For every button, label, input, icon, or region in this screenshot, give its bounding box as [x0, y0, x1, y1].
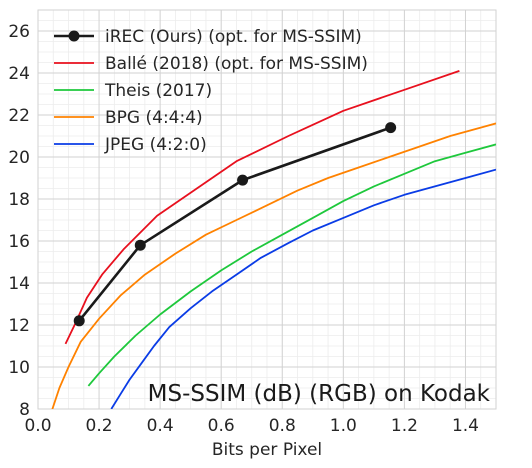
- x-tick-label: 1.0: [330, 416, 357, 436]
- legend-entry: BPG (4:4:4): [54, 108, 203, 128]
- y-tick-label: 22: [8, 106, 30, 126]
- legend-marker: [68, 30, 80, 42]
- x-tick-label: 0.0: [24, 416, 51, 436]
- legend-entry: iREC (Ours) (opt. for MS-SSIM): [54, 27, 362, 47]
- legend-entry: Theis (2017): [54, 81, 212, 101]
- series-line-theis-2017: [87, 143, 496, 387]
- x-tick-label: 0.4: [147, 416, 174, 436]
- series-line-ball-2018-opt-for-ms-ssim: [64, 70, 460, 345]
- x-tick-label: 0.6: [208, 416, 235, 436]
- major-grid: [37, 9, 497, 410]
- series-layer: [51, 70, 496, 409]
- x-axis-label: Bits per Pixel: [212, 440, 322, 460]
- y-tick-label: 10: [8, 358, 30, 378]
- legend-label: BPG (4:4:4): [105, 108, 203, 128]
- y-tick-label: 16: [8, 232, 30, 252]
- legend-label: Ballé (2018) (opt. for MS-SSIM): [105, 54, 368, 74]
- data-point-marker: [237, 174, 249, 186]
- y-tick-label: 14: [8, 274, 30, 294]
- legend-entry: JPEG (4:2:0): [54, 135, 207, 155]
- legend-label: Theis (2017): [104, 81, 212, 101]
- y-tick-label: 24: [8, 64, 30, 84]
- x-tick-label: 1.4: [452, 416, 479, 436]
- x-tick-label: 0.8: [269, 416, 296, 436]
- x-tick-label: 1.2: [391, 416, 418, 436]
- series-line-jpeg-4-2-0: [110, 168, 496, 409]
- data-point-marker: [385, 122, 397, 134]
- plot-frame: [37, 9, 497, 410]
- y-tick-label: 8: [19, 400, 30, 420]
- legend-label: iREC (Ours) (opt. for MS-SSIM): [105, 27, 362, 47]
- data-point-marker: [73, 315, 85, 327]
- legend: iREC (Ours) (opt. for MS-SSIM) Ballé (201…: [54, 27, 368, 155]
- y-tick-label: 18: [8, 190, 30, 210]
- y-tick-label: 20: [8, 148, 30, 168]
- tick-labels: 0.0 0.2 0.4 0.6 0.8 1.0 1.2 1.4 8 10 12 14 16 18 20 22 2…: [8, 22, 479, 436]
- series-line-irec-ours-opt-for-ms-ssim: [78, 126, 392, 322]
- legend-entry: Ballé (2018) (opt. for MS-SSIM): [54, 54, 368, 74]
- chart-annotation: MS-SSIM (dB) (RGB) on Kodak: [148, 381, 491, 407]
- y-tick-label: 12: [8, 316, 30, 336]
- legend-label: JPEG (4:2:0): [104, 135, 207, 155]
- y-tick-label: 26: [8, 22, 30, 42]
- x-tick-label: 0.2: [86, 416, 113, 436]
- data-point-marker: [134, 239, 146, 251]
- series-line-bpg-4-4-4: [51, 122, 496, 409]
